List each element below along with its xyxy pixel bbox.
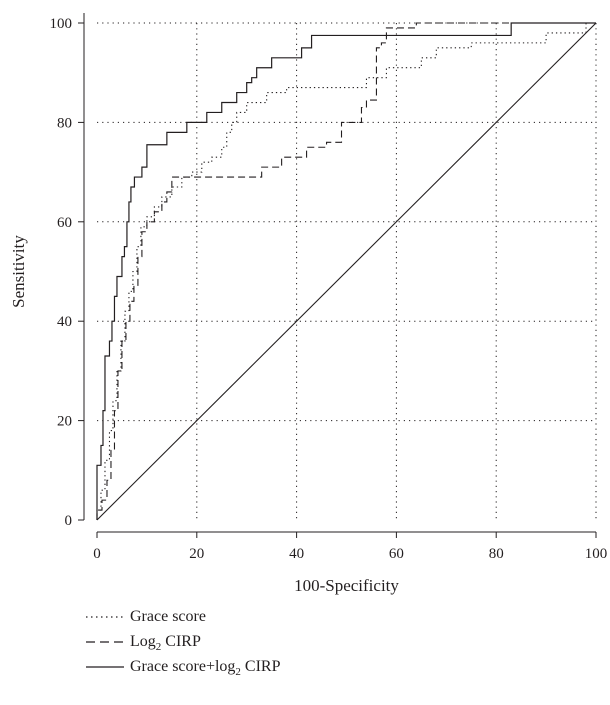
legend-label: Grace score+log2 CIRP xyxy=(130,658,281,679)
x-tick-label: 80 xyxy=(489,546,504,562)
x-axis-title: 100-Specificity xyxy=(294,576,399,595)
legend-label: Grace score xyxy=(130,608,206,625)
roc-chart: 0 20 40 60 80 100 0 20 40 60 80 100 100-Specificity S… xyxy=(9,13,608,595)
x-tick-label: 60 xyxy=(389,546,404,562)
y-tick-label: 20 xyxy=(57,414,72,430)
y-axis-title: Sensitivity xyxy=(9,235,28,308)
x-tick-label: 40 xyxy=(289,546,304,562)
series-line-dashed xyxy=(96,22,596,520)
y-tick-label: 100 xyxy=(50,16,73,32)
legend-swatch-solid xyxy=(86,666,124,668)
x-tick-label: 100 xyxy=(585,546,608,562)
series-line-solid xyxy=(96,22,596,520)
legend-swatch-dashed xyxy=(86,641,124,643)
y-tick-label: 40 xyxy=(57,314,72,330)
x-tick-label: 0 xyxy=(93,546,101,562)
y-tick-label: 60 xyxy=(57,215,72,231)
legend-label: Log2 CIRP xyxy=(130,633,201,654)
legend-swatch-dotted xyxy=(86,616,124,618)
y-tick-label: 80 xyxy=(57,115,72,131)
x-tick-label: 20 xyxy=(189,546,204,562)
y-tick-label: 0 xyxy=(65,513,73,529)
diagonal-reference-line xyxy=(96,22,597,521)
